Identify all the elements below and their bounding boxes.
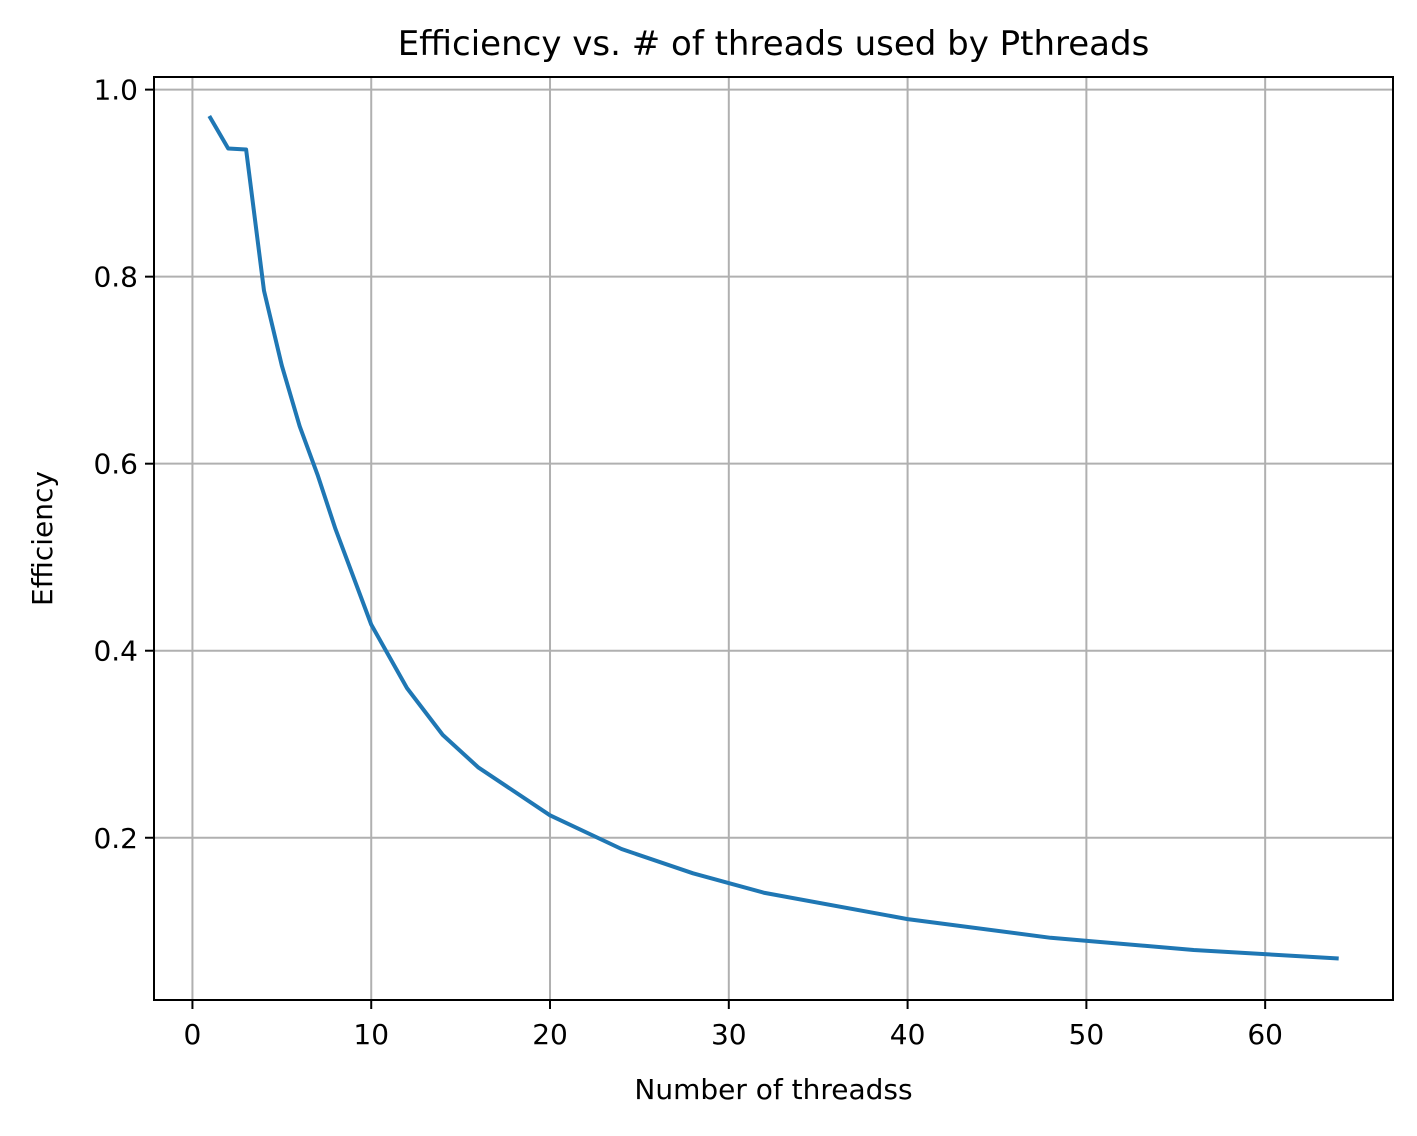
y-tick-label: 0.2	[93, 822, 138, 855]
x-tick-label: 30	[711, 1018, 747, 1051]
tick-layer: 0 10 20 30 40 50 60 0.2 0.4 0.6 0.8 1.0	[93, 74, 1283, 1051]
x-tick-label: 10	[353, 1018, 389, 1051]
series-line	[207, 114, 1339, 961]
grid-layer	[154, 77, 1393, 1000]
x-tick-label: 0	[184, 1018, 202, 1051]
y-tick-label: 0.6	[93, 448, 138, 481]
y-axis-title: Efficiency	[26, 471, 59, 606]
x-axis-title: Number of threadss	[634, 1073, 912, 1106]
x-tick-label: 20	[532, 1018, 568, 1051]
series-layer	[207, 114, 1339, 961]
x-tick-label: 60	[1247, 1018, 1283, 1051]
y-tick-label: 0.4	[93, 635, 138, 668]
plot-area-frame	[153, 76, 1394, 1001]
y-tick-label: 1.0	[93, 74, 138, 107]
x-tick-label: 50	[1069, 1018, 1105, 1051]
x-tick-label: 40	[890, 1018, 926, 1051]
y-tick-label: 0.8	[93, 261, 138, 294]
chart-title: Efficiency vs. # of threads used by Pthr…	[398, 24, 1150, 64]
